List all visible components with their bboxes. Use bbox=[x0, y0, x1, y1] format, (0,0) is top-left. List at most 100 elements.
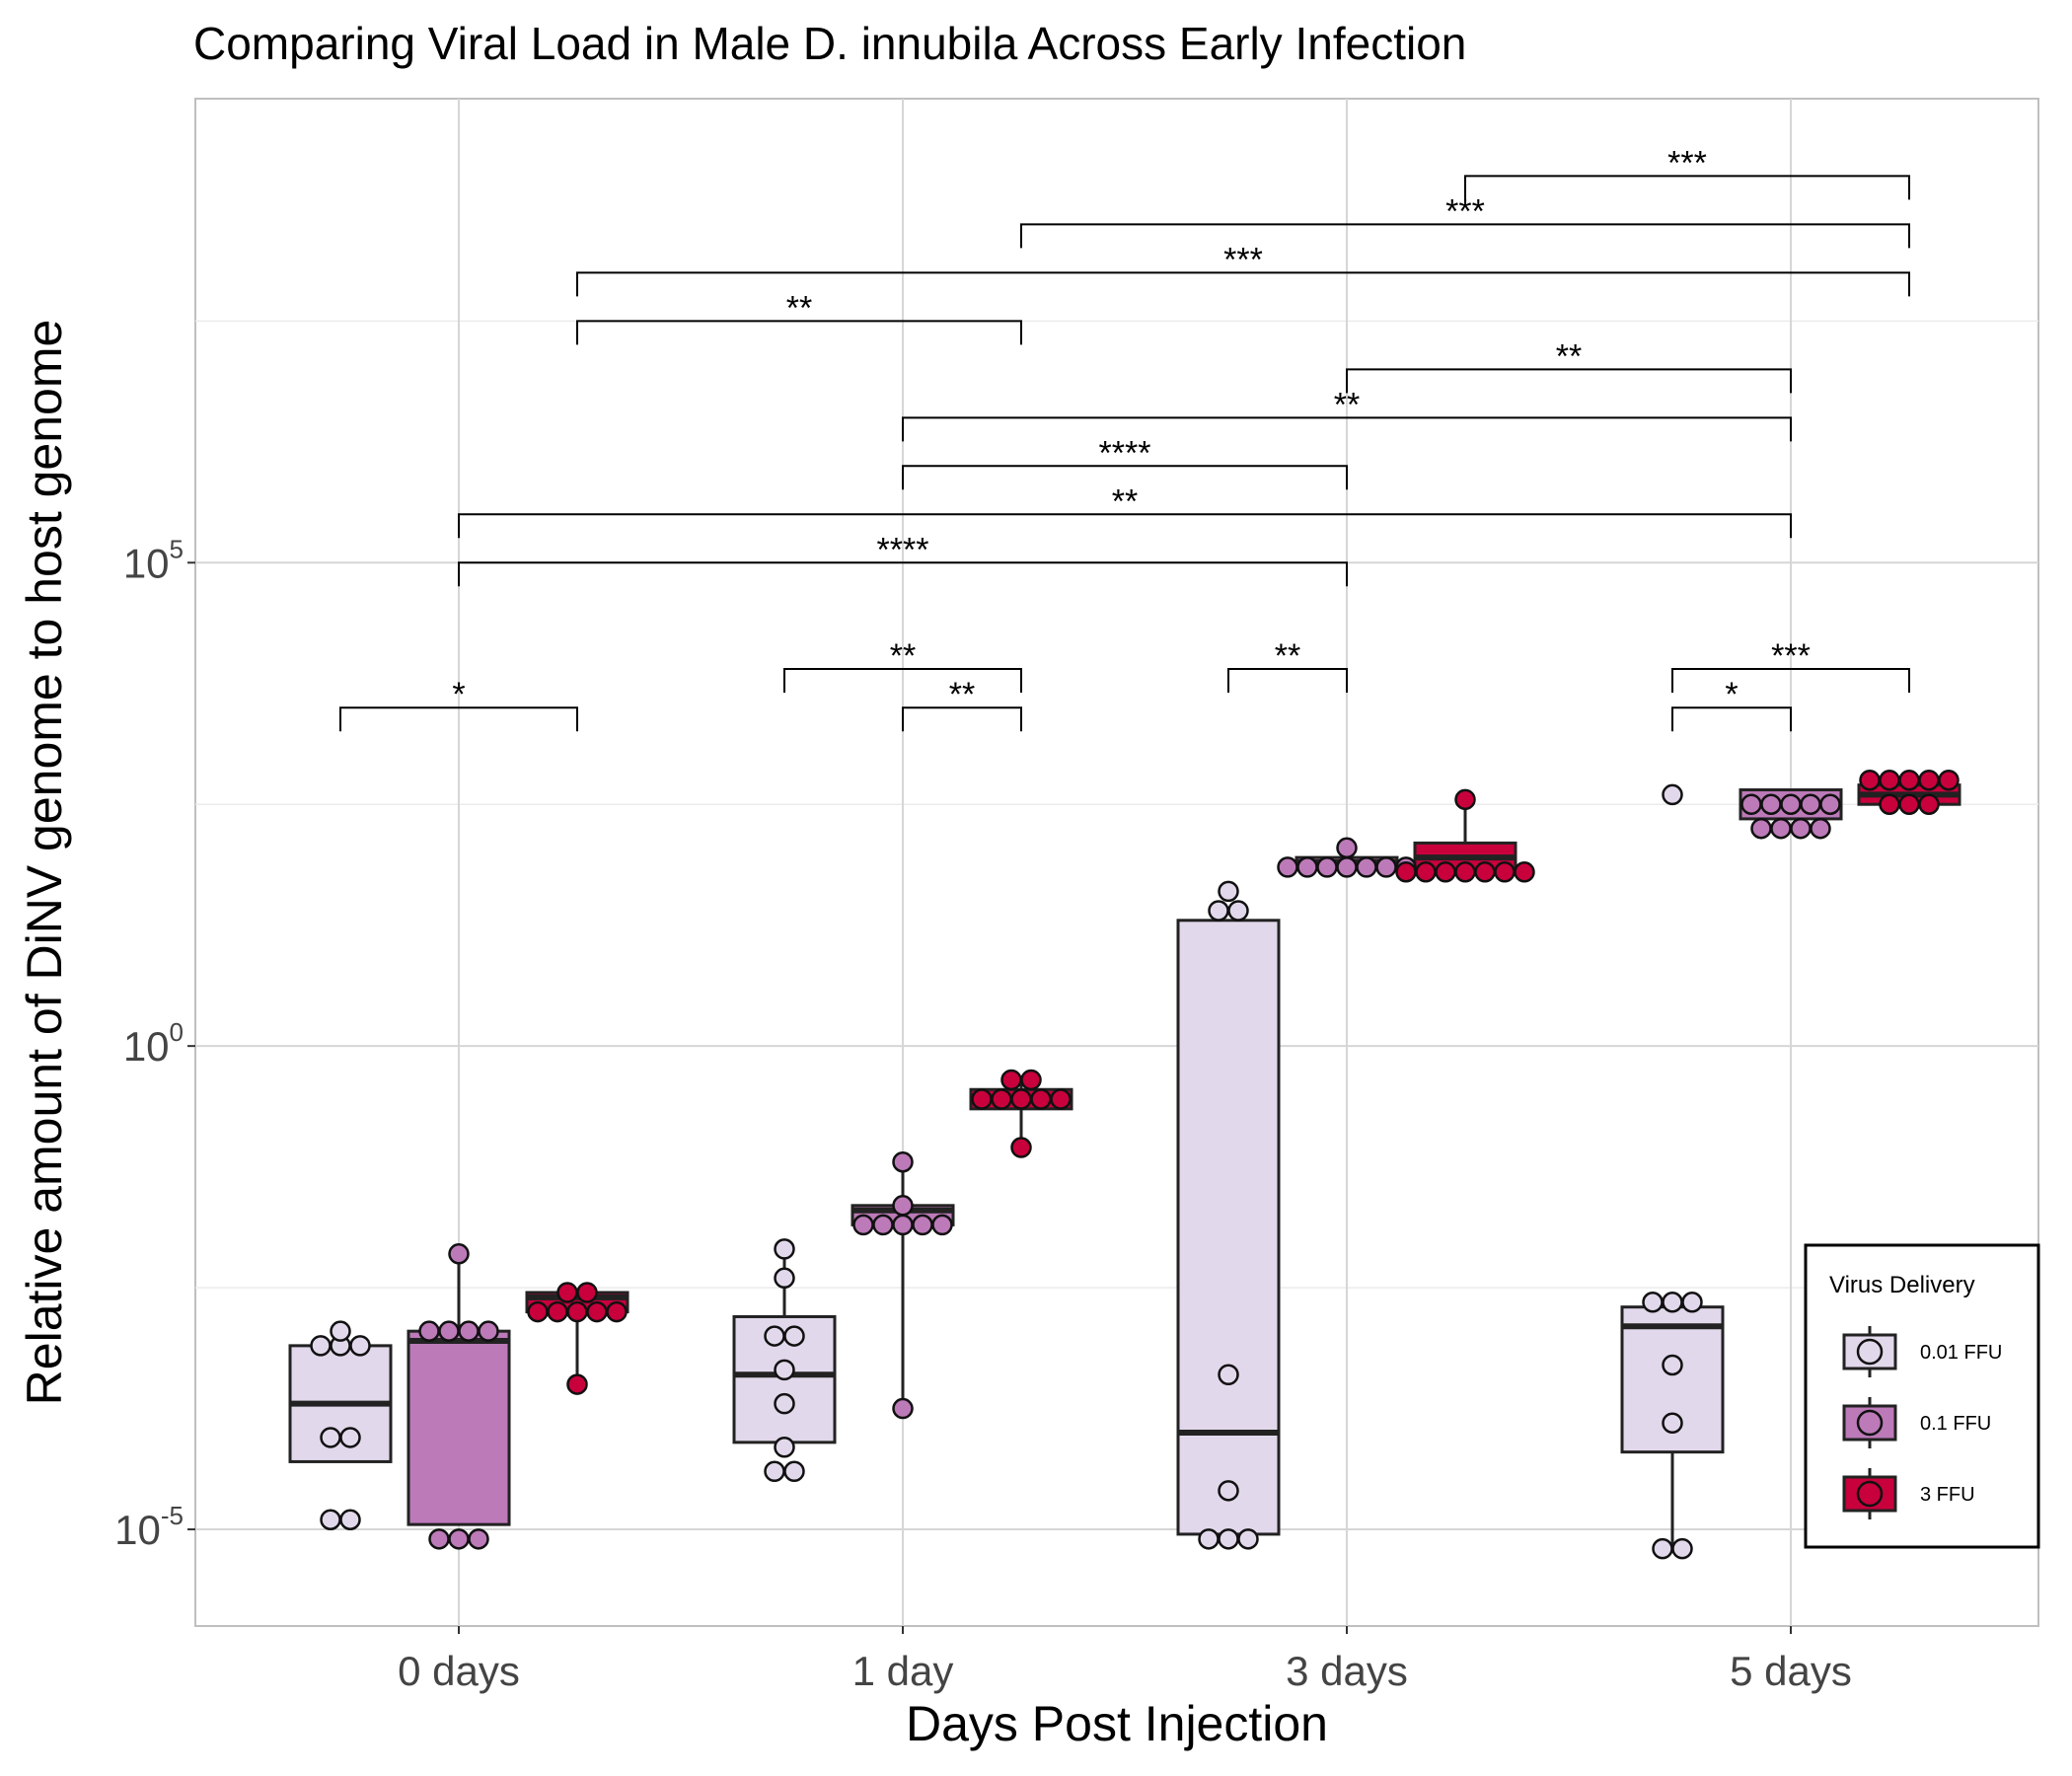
data-point bbox=[1336, 856, 1358, 878]
data-point bbox=[576, 1282, 598, 1303]
data-point bbox=[1800, 793, 1821, 815]
legend-title: Virus Delivery bbox=[1829, 1272, 1975, 1298]
data-point bbox=[1030, 1088, 1052, 1110]
significance-label: ** bbox=[786, 289, 812, 327]
data-point bbox=[1662, 783, 1683, 806]
box bbox=[1176, 919, 1281, 1536]
legend-label: 0.01 FFU bbox=[1920, 1342, 2002, 1364]
data-point bbox=[1859, 769, 1881, 791]
box bbox=[1620, 1305, 1725, 1454]
data-point bbox=[428, 1528, 450, 1550]
significance-bracket bbox=[458, 561, 1348, 587]
data-point bbox=[527, 1300, 549, 1323]
data-point bbox=[912, 1214, 933, 1236]
data-point bbox=[1790, 817, 1812, 840]
significance-label: **** bbox=[877, 531, 929, 568]
data-point bbox=[1642, 1292, 1664, 1313]
data-point bbox=[1474, 861, 1496, 883]
significance-bracket bbox=[1020, 223, 1910, 249]
y-tick-exponent: 5 bbox=[170, 534, 184, 563]
x-tick-label: 0 days bbox=[398, 1648, 520, 1694]
data-point bbox=[774, 1238, 795, 1260]
data-point bbox=[448, 1243, 470, 1265]
data-point bbox=[1662, 1354, 1683, 1376]
data-point bbox=[586, 1300, 608, 1323]
data-point bbox=[1898, 793, 1920, 815]
data-point bbox=[1662, 1412, 1683, 1435]
significance-label: *** bbox=[1771, 637, 1811, 675]
data-point bbox=[1415, 861, 1437, 883]
significance-label: ** bbox=[1556, 337, 1582, 375]
data-point bbox=[468, 1528, 489, 1550]
x-tick-label: 5 days bbox=[1730, 1648, 1852, 1694]
data-point bbox=[1198, 1528, 1220, 1550]
significance-label: ** bbox=[1112, 482, 1138, 520]
data-point bbox=[1652, 1537, 1673, 1560]
x-tick-labels: 0 days 1 day 3 days 5 days bbox=[398, 1626, 1852, 1694]
data-point bbox=[1218, 1480, 1239, 1502]
data-point bbox=[783, 1325, 805, 1347]
data-point bbox=[852, 1214, 874, 1236]
data-point bbox=[547, 1300, 568, 1323]
significance-bracket bbox=[576, 271, 1910, 297]
data-point bbox=[1879, 793, 1900, 815]
data-point bbox=[339, 1427, 361, 1448]
y-tick-label: 10-5 bbox=[114, 1501, 184, 1553]
data-point bbox=[1681, 1292, 1703, 1313]
data-point bbox=[1750, 817, 1772, 840]
x-tick-label: 3 days bbox=[1286, 1648, 1408, 1694]
significance-label: ** bbox=[1275, 637, 1300, 675]
y-axis-title: Relative amount of DiNV genome to host g… bbox=[17, 320, 72, 1406]
significance-bracket bbox=[902, 465, 1348, 490]
data-point bbox=[1435, 861, 1456, 883]
significance-label: *** bbox=[1223, 241, 1263, 278]
significance-brackets: ******* ***************************** bbox=[339, 144, 1910, 732]
data-point bbox=[1237, 1528, 1259, 1550]
chart-title: Comparing Viral Load in Male D. innubila… bbox=[193, 18, 1466, 69]
significance-bracket bbox=[576, 320, 1022, 345]
significance-label: * bbox=[1725, 676, 1738, 713]
data-point bbox=[556, 1282, 578, 1303]
data-point bbox=[1277, 856, 1298, 878]
y-tick-base: 10 bbox=[123, 540, 170, 586]
data-point bbox=[566, 1300, 588, 1323]
significance-label: **** bbox=[1099, 434, 1151, 472]
data-point bbox=[330, 1320, 351, 1342]
data-point bbox=[320, 1509, 341, 1530]
data-point bbox=[892, 1397, 914, 1420]
data-point bbox=[1454, 861, 1476, 883]
data-point bbox=[1760, 793, 1782, 815]
significance-bracket bbox=[1346, 368, 1792, 394]
legend-label: 3 FFU bbox=[1920, 1484, 1975, 1506]
y-tick-exponent: 0 bbox=[170, 1017, 184, 1047]
data-point bbox=[1879, 769, 1900, 791]
data-point bbox=[320, 1427, 341, 1448]
data-point bbox=[478, 1320, 499, 1342]
data-point bbox=[349, 1335, 371, 1357]
data-point bbox=[1454, 788, 1476, 811]
x-tick-label: 1 day bbox=[852, 1648, 954, 1694]
data-point bbox=[448, 1528, 470, 1550]
data-point bbox=[1740, 793, 1762, 815]
x-axis-title: Days Post Injection bbox=[906, 1696, 1328, 1751]
data-points bbox=[310, 769, 1960, 1560]
significance-bracket bbox=[902, 706, 1022, 732]
data-point bbox=[566, 1373, 588, 1395]
data-point bbox=[458, 1320, 480, 1342]
significance-bracket bbox=[1671, 668, 1910, 694]
data-point bbox=[1208, 900, 1229, 922]
significance-label: * bbox=[452, 676, 465, 713]
data-point bbox=[418, 1320, 440, 1342]
significance-bracket bbox=[339, 706, 578, 732]
data-point bbox=[1356, 856, 1377, 878]
significance-bracket bbox=[1671, 706, 1792, 732]
legend-entries: 0.01 FFU 0.1 FFU 3 FFU bbox=[1842, 1326, 2002, 1519]
data-point bbox=[1375, 856, 1397, 878]
data-point bbox=[892, 1150, 914, 1173]
significance-bracket bbox=[783, 668, 1022, 694]
data-point bbox=[606, 1300, 628, 1323]
data-point bbox=[1020, 1069, 1042, 1091]
data-point bbox=[931, 1214, 953, 1236]
